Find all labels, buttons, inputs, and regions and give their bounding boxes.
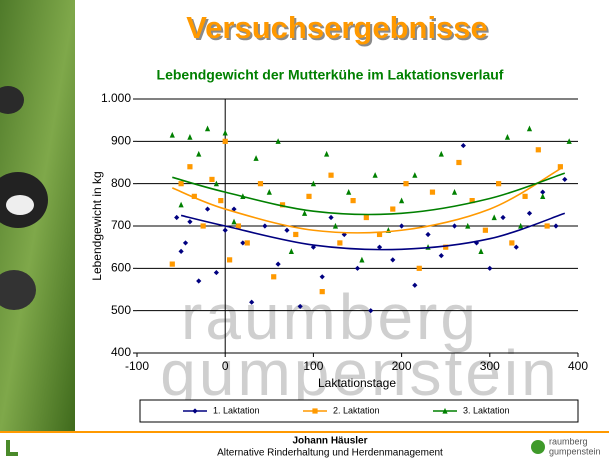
x-axis-label: Laktationstage <box>318 376 396 390</box>
point <box>320 289 325 294</box>
point <box>350 198 355 203</box>
footer-author: Johann Häusler <box>292 436 367 447</box>
y-tick-label: 500 <box>111 303 131 317</box>
point <box>223 139 228 144</box>
point <box>201 223 206 228</box>
y-tick-label: 700 <box>111 218 131 232</box>
point <box>403 181 408 186</box>
point <box>218 198 223 203</box>
point <box>179 181 184 186</box>
point <box>483 228 488 233</box>
x-tick-label: 100 <box>303 359 323 373</box>
point <box>558 164 563 169</box>
point <box>209 177 214 182</box>
point <box>390 206 395 211</box>
point <box>328 173 333 178</box>
chart-subtitle: Lebendgewicht der Mutterkühe im Laktatio… <box>157 67 504 83</box>
legend-label: 3. Laktation <box>463 405 510 415</box>
point <box>293 232 298 237</box>
y-tick-label: 1.000 <box>101 91 131 105</box>
point <box>271 274 276 279</box>
slide-title: Versuchsergebnisse <box>186 10 488 45</box>
legend-label: 1. Laktation <box>213 405 260 415</box>
x-tick-label: 0 <box>222 359 229 373</box>
point <box>456 160 461 165</box>
x-tick-label: 200 <box>392 359 412 373</box>
point <box>417 266 422 271</box>
point <box>245 240 250 245</box>
point <box>236 223 241 228</box>
y-tick-label: 600 <box>111 261 131 275</box>
point <box>496 181 501 186</box>
point <box>258 181 263 186</box>
y-axis-label: Lebendgewicht in kg <box>90 171 104 280</box>
logo-ball <box>531 440 545 454</box>
point <box>170 262 175 267</box>
point <box>430 190 435 195</box>
y-tick-label: 900 <box>111 134 131 148</box>
slide: raumberg gumpenstein Versuchsergebnisse … <box>0 0 609 461</box>
point <box>337 240 342 245</box>
footer-subtitle: Alternative Rinderhaltung und Herdenmana… <box>217 448 443 459</box>
cow-shape <box>6 195 34 215</box>
footer-mark <box>6 452 18 456</box>
point <box>522 194 527 199</box>
legend-label: 2. Laktation <box>333 405 380 415</box>
x-tick-label: 300 <box>480 359 500 373</box>
logo-text: gumpenstein <box>549 446 601 456</box>
point <box>509 240 514 245</box>
x-tick-label: -100 <box>125 359 149 373</box>
point <box>187 164 192 169</box>
point <box>536 147 541 152</box>
point <box>312 408 317 413</box>
point <box>227 257 232 262</box>
x-tick-label: 400 <box>568 359 588 373</box>
point <box>545 223 550 228</box>
y-tick-label: 800 <box>111 176 131 190</box>
logo-text: raumberg <box>549 436 588 446</box>
y-tick-label: 400 <box>111 345 131 359</box>
point <box>306 194 311 199</box>
point <box>364 215 369 220</box>
